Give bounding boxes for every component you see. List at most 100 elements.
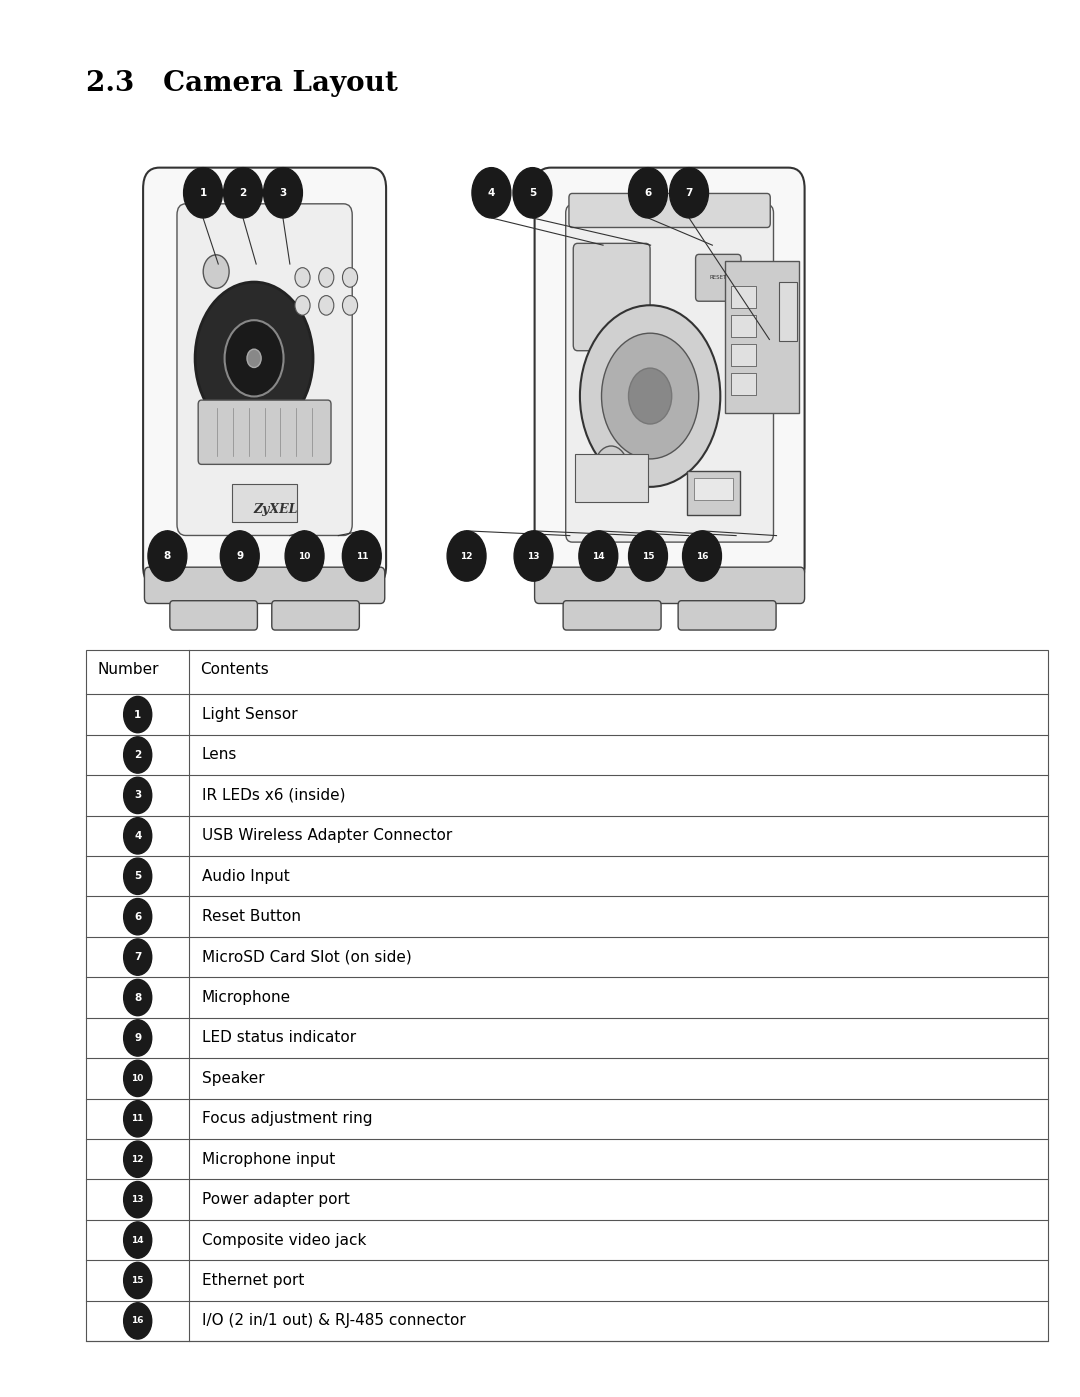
Text: Power adapter port: Power adapter port	[202, 1192, 350, 1207]
Text: I/O (2 in/1 out) & RJ-485 connector: I/O (2 in/1 out) & RJ-485 connector	[202, 1313, 465, 1329]
FancyBboxPatch shape	[731, 344, 756, 366]
Circle shape	[225, 320, 284, 397]
Text: 5: 5	[134, 872, 141, 882]
Text: 3: 3	[134, 791, 141, 800]
Text: 12: 12	[132, 1155, 144, 1164]
Circle shape	[224, 168, 262, 218]
Text: Number: Number	[97, 662, 159, 678]
Circle shape	[123, 696, 151, 732]
Text: Composite video jack: Composite video jack	[202, 1232, 366, 1248]
Text: 14: 14	[592, 552, 605, 560]
Text: 16: 16	[696, 552, 708, 560]
Circle shape	[598, 341, 631, 383]
Circle shape	[342, 268, 357, 288]
Circle shape	[247, 349, 261, 367]
Text: 5: 5	[529, 187, 536, 198]
Text: 1: 1	[134, 710, 141, 719]
Circle shape	[513, 168, 552, 218]
Text: 2: 2	[240, 187, 246, 198]
Circle shape	[203, 254, 229, 288]
Circle shape	[123, 736, 151, 773]
Circle shape	[123, 858, 151, 894]
Text: Ethernet port: Ethernet port	[202, 1273, 305, 1288]
Circle shape	[447, 531, 486, 581]
Text: Audio Input: Audio Input	[202, 869, 289, 884]
Text: 12: 12	[460, 552, 473, 560]
Circle shape	[295, 268, 310, 288]
FancyBboxPatch shape	[569, 193, 770, 228]
Text: 6: 6	[134, 912, 141, 922]
Text: 11: 11	[132, 1115, 144, 1123]
Text: 7: 7	[134, 953, 141, 963]
Circle shape	[579, 531, 618, 581]
Text: Lens: Lens	[202, 747, 238, 763]
Text: 7: 7	[686, 187, 692, 198]
Circle shape	[319, 268, 334, 288]
Text: 2: 2	[134, 750, 141, 760]
Text: 13: 13	[527, 552, 540, 560]
FancyBboxPatch shape	[576, 454, 648, 502]
Circle shape	[123, 777, 151, 813]
Text: LED status indicator: LED status indicator	[202, 1031, 356, 1045]
Circle shape	[123, 1263, 151, 1299]
FancyBboxPatch shape	[696, 254, 741, 302]
FancyBboxPatch shape	[535, 567, 805, 604]
Text: Reset Button: Reset Button	[202, 909, 301, 925]
Text: Focus adjustment ring: Focus adjustment ring	[202, 1111, 373, 1126]
Circle shape	[123, 1222, 151, 1259]
Text: ZyXEL: ZyXEL	[253, 503, 297, 515]
Text: IR LEDs x6 (inside): IR LEDs x6 (inside)	[202, 788, 346, 803]
Text: 3: 3	[280, 187, 286, 198]
FancyBboxPatch shape	[535, 168, 805, 587]
Text: 6: 6	[645, 187, 651, 198]
Text: 10: 10	[132, 1074, 144, 1083]
Circle shape	[123, 1303, 151, 1340]
Circle shape	[123, 1060, 151, 1097]
Circle shape	[123, 979, 151, 1016]
Text: 16: 16	[132, 1316, 144, 1326]
Text: Light Sensor: Light Sensor	[202, 707, 298, 722]
Circle shape	[629, 369, 672, 425]
Text: 9: 9	[134, 1032, 141, 1044]
Circle shape	[285, 531, 324, 581]
Circle shape	[629, 168, 667, 218]
Circle shape	[123, 1101, 151, 1137]
FancyBboxPatch shape	[272, 601, 360, 630]
FancyBboxPatch shape	[232, 485, 297, 522]
Text: Microphone input: Microphone input	[202, 1151, 335, 1166]
Text: Microphone: Microphone	[202, 990, 292, 1004]
FancyBboxPatch shape	[566, 205, 773, 542]
Circle shape	[342, 531, 381, 581]
Circle shape	[123, 939, 151, 975]
Text: 9: 9	[237, 550, 243, 562]
FancyBboxPatch shape	[693, 478, 733, 500]
Text: 15: 15	[132, 1275, 144, 1285]
Circle shape	[580, 306, 720, 486]
Text: 10: 10	[298, 552, 311, 560]
FancyBboxPatch shape	[725, 261, 799, 414]
Circle shape	[184, 168, 222, 218]
FancyBboxPatch shape	[145, 567, 384, 604]
FancyBboxPatch shape	[199, 400, 330, 464]
Circle shape	[123, 817, 151, 854]
Circle shape	[602, 334, 699, 458]
Circle shape	[123, 1141, 151, 1178]
FancyBboxPatch shape	[678, 601, 777, 630]
FancyBboxPatch shape	[731, 314, 756, 337]
Text: Speaker: Speaker	[202, 1071, 265, 1085]
Circle shape	[342, 296, 357, 316]
Text: 4: 4	[134, 831, 141, 841]
Circle shape	[123, 898, 151, 935]
FancyBboxPatch shape	[573, 243, 650, 351]
Circle shape	[595, 446, 627, 488]
Circle shape	[295, 296, 310, 316]
Circle shape	[148, 531, 187, 581]
FancyBboxPatch shape	[731, 286, 756, 309]
Circle shape	[319, 296, 334, 316]
Text: 14: 14	[132, 1235, 144, 1245]
FancyBboxPatch shape	[170, 601, 257, 630]
Circle shape	[195, 282, 313, 434]
FancyBboxPatch shape	[563, 601, 661, 630]
Text: Contents: Contents	[200, 662, 269, 678]
Circle shape	[629, 531, 667, 581]
